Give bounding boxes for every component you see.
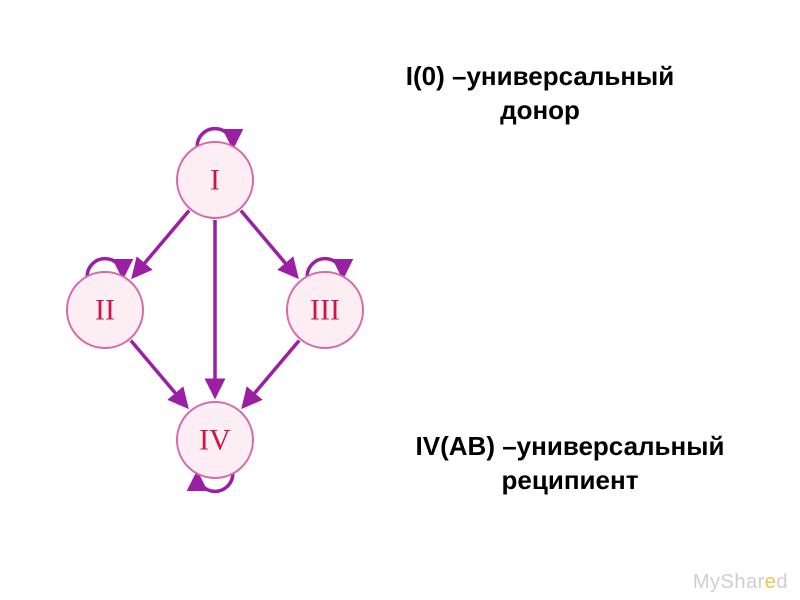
node-IV: IV	[177, 402, 253, 478]
node-label-I: I	[210, 164, 220, 197]
node-I: I	[177, 142, 253, 218]
edge-II-IV	[131, 341, 187, 407]
node-label-IV: IV	[199, 424, 231, 457]
watermark-prefix: MyShar	[693, 571, 765, 593]
node-label-III: III	[310, 294, 340, 327]
watermark: MyShared	[693, 571, 788, 594]
blood-type-diagram: IIIIIIIV	[0, 0, 800, 600]
node-II: II	[67, 272, 143, 348]
watermark-accent: e	[765, 571, 777, 593]
watermark-suffix: d	[776, 571, 788, 593]
node-III: III	[287, 272, 363, 348]
edge-I-II	[133, 211, 189, 277]
edge-III-IV	[243, 341, 299, 407]
edge-I-III	[241, 211, 297, 277]
node-label-II: II	[95, 294, 115, 327]
